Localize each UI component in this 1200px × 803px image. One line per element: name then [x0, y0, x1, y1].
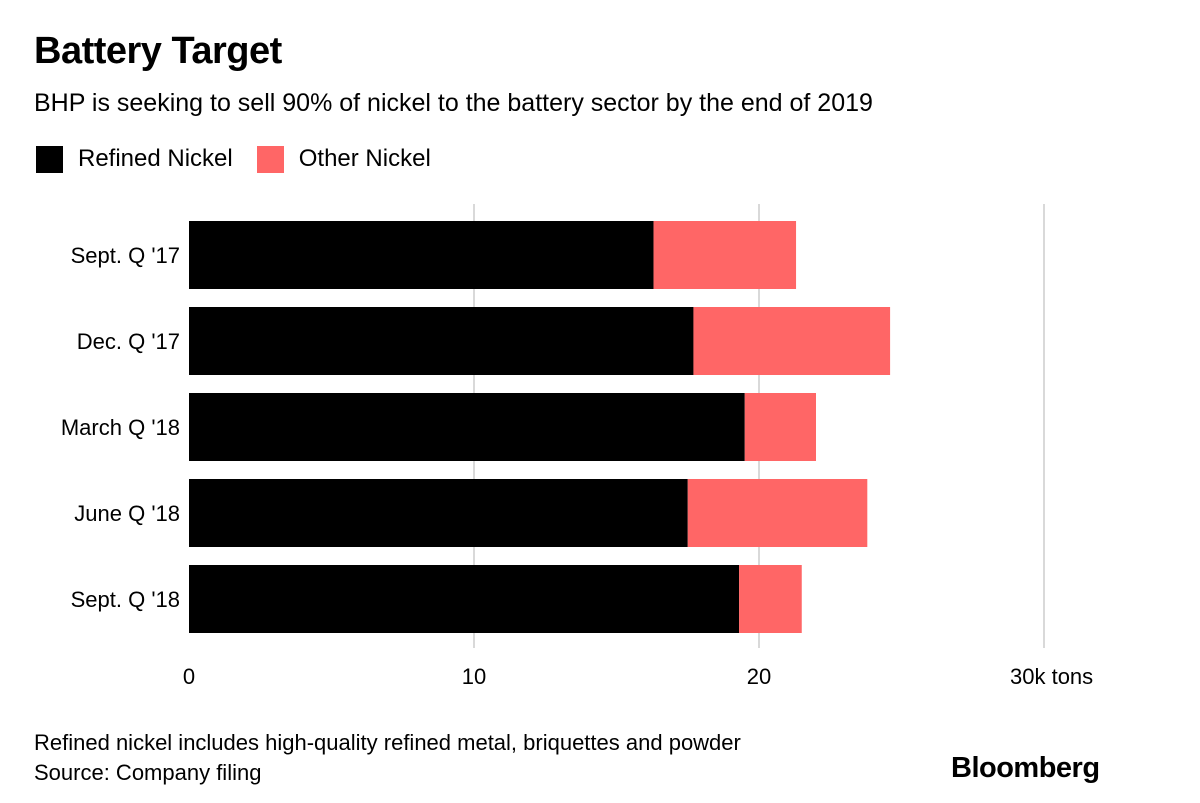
bar-refined-nickel-3 [189, 479, 688, 547]
bar-refined-nickel-1 [189, 307, 694, 375]
legend-item-refined-nickel: Refined Nickel [36, 145, 233, 173]
bar-chart: Sept. Q '17 Dec. Q '17 March Q '18 June Q '… [61, 204, 1093, 689]
bloomberg-logo: Bloomberg [951, 752, 1100, 784]
category-label-2: March Q '18 [61, 415, 180, 440]
category-label-3: June Q '18 [74, 501, 180, 526]
legend-swatch-other-nickel [256, 145, 284, 173]
bar-other-nickel-3 [687, 479, 868, 547]
category-label-4: Sept. Q '18 [71, 587, 180, 612]
legend-item-other-nickel: Other Nickel [256, 145, 431, 173]
legend-label-refined-nickel: Refined Nickel [78, 145, 233, 172]
footnote-note: Refined nickel includes high-quality ref… [34, 730, 741, 755]
category-label-1: Dec. Q '17 [77, 329, 180, 354]
bar-refined-nickel-2 [189, 393, 745, 461]
footnote: Refined nickel includes high-quality ref… [34, 728, 741, 788]
legend-label-other-nickel: Other Nickel [298, 145, 431, 172]
bar-other-nickel-0 [653, 221, 797, 289]
chart-title: Battery Target [34, 30, 282, 72]
bar-other-nickel-2 [744, 393, 816, 461]
chart-subtitle: BHP is seeking to sell 90% of nickel to … [34, 89, 873, 117]
x-tick-label-0: 0 [183, 664, 195, 689]
bar-refined-nickel-4 [189, 565, 740, 633]
bar-refined-nickel-0 [189, 221, 654, 289]
x-tick-label-10: 10 [462, 664, 486, 689]
bar-other-nickel-1 [693, 307, 891, 375]
x-tick-label-30: 30k tons [1010, 664, 1093, 689]
footnote-source: Source: Company filing [34, 760, 262, 785]
legend-swatch-refined-nickel [36, 145, 63, 173]
bar-other-nickel-4 [739, 565, 802, 633]
category-label-0: Sept. Q '17 [71, 243, 180, 268]
legend: Refined Nickel Other Nickel [36, 145, 455, 173]
x-tick-label-20: 20 [747, 664, 771, 689]
